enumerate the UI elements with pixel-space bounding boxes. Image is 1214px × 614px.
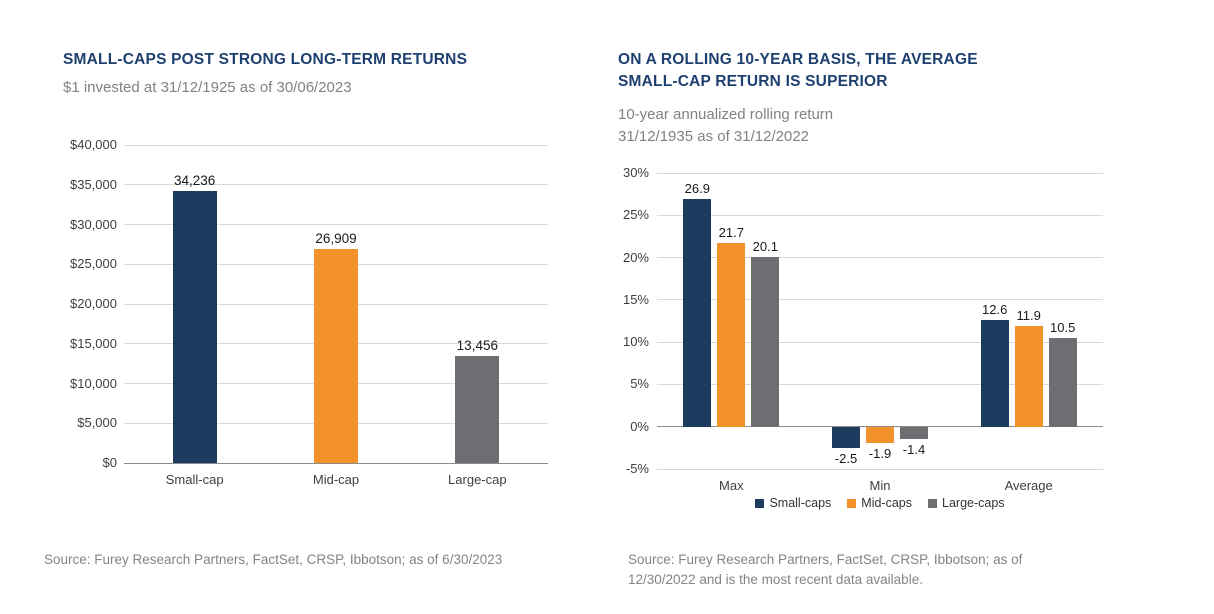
y-tick-label: $20,000: [70, 296, 117, 311]
bar-value-label: -2.5: [834, 450, 858, 466]
y-tick-label: $10,000: [70, 375, 117, 391]
y-tick-label: 10%: [622, 334, 649, 350]
gridline: [657, 383, 1103, 385]
gridline: [657, 214, 1103, 216]
bar: [832, 426, 860, 448]
y-tick-label: 15%: [622, 291, 649, 307]
category-label: Min: [869, 478, 891, 493]
bar: [314, 249, 358, 463]
legend-item: Large-caps: [928, 496, 1005, 510]
category-label: Max: [719, 478, 744, 493]
gridline: [124, 224, 548, 225]
x-axis-zero-line: [124, 462, 548, 464]
bar: [751, 256, 780, 427]
bar-value-label: 11.9: [1016, 308, 1041, 324]
bar: [717, 243, 746, 427]
bar-value-label: 26,909: [315, 231, 357, 247]
right-chart-source-line-2: 12/30/2022 and is the most recent data a…: [628, 571, 923, 587]
bar-value-label: 10.5: [1050, 319, 1076, 335]
bar: [866, 426, 894, 443]
bar-value-label: -1.9: [868, 445, 892, 461]
category-label: Large-cap: [448, 472, 507, 487]
legend-swatch-mid-caps: [847, 498, 857, 508]
right-chart-subtitle: 10-year annualized rolling return 31/12/…: [618, 104, 833, 147]
bar: [683, 199, 712, 427]
gridline: [657, 299, 1103, 301]
bar: [172, 190, 217, 463]
y-tick-label: 0%: [630, 418, 649, 434]
category-label: Average: [1004, 478, 1053, 493]
gridline: [657, 468, 1103, 470]
left-chart-subtitle: $1 invested at 31/12/1925 as of 30/06/20…: [63, 79, 352, 96]
category-label: Small-cap: [165, 472, 224, 487]
bar-value-label: 13,456: [456, 338, 498, 354]
bar: [455, 356, 500, 463]
legend: Small-caps Mid-caps Large-caps: [657, 496, 1103, 510]
bar: [980, 320, 1009, 427]
y-tick-label: 20%: [622, 249, 649, 265]
bar-value-label: 26.9: [684, 181, 710, 197]
y-tick-label: 25%: [622, 207, 649, 223]
right-chart-source-line-1: Source: Furey Research Partners, FactSet…: [628, 552, 1023, 567]
legend-swatch-small-caps: [755, 498, 765, 508]
gridline: [124, 144, 548, 146]
legend-swatch-large-caps: [928, 498, 937, 508]
y-tick-label: $30,000: [70, 216, 117, 232]
bar: [1014, 326, 1043, 427]
bar-value-label: 12.6: [982, 302, 1008, 318]
left-chart-title-line: SMALL-CAPS POST STRONG LONG-TERM RETURNS: [63, 51, 468, 68]
right-chart-title: ON A ROLLING 10-YEAR BASIS, THE AVERAGE …: [618, 49, 978, 93]
bar: [1048, 337, 1077, 427]
bar: [900, 426, 928, 439]
gridline: [657, 341, 1103, 343]
right-chart-subtitle-line-1: 10-year annualized rolling return: [618, 106, 834, 123]
y-tick-label: $40,000: [70, 137, 117, 152]
right-chart-source: Source: Furey Research Partners, FactSet…: [628, 550, 1118, 589]
gridline: [657, 257, 1103, 259]
gridline: [124, 184, 548, 186]
right-chart-subtitle-line-2: 31/12/1935 as of 31/12/2022: [618, 127, 810, 145]
legend-label: Mid-caps: [861, 496, 912, 510]
left-chart-title: SMALL-CAPS POST STRONG LONG-TERM RETURNS: [63, 51, 467, 69]
right-chart-title-line-1: ON A ROLLING 10-YEAR BASIS, THE AVERAGE: [618, 51, 978, 68]
y-tick-label: $35,000: [70, 176, 117, 192]
y-tick-label: 5%: [630, 376, 649, 392]
bar-value-label: 20.1: [752, 238, 778, 254]
gridline: [657, 172, 1103, 174]
legend-label: Large-caps: [942, 496, 1005, 510]
category-label: Mid-cap: [312, 472, 360, 487]
y-tick-label: $0: [102, 455, 117, 470]
y-tick-label: -5%: [625, 461, 649, 476]
bar-value-label: 34,236: [174, 172, 216, 188]
legend-item: Small-caps: [755, 496, 831, 510]
bar-value-label: -1.4: [902, 441, 926, 457]
bar-value-label: 21.7: [718, 225, 744, 241]
legend-item: Mid-caps: [847, 496, 912, 510]
right-chart-plot: -5% 0% 5% 10% 15% 20% 25% 30% Max 26.9 21.7 20.1 Min…: [623, 165, 1103, 493]
left-chart-plot: $0 $5,000 $10,000 $15,000 $20,000 $25,000 $30,…: [70, 137, 548, 487]
legend-label: Small-caps: [769, 496, 832, 510]
y-tick-label: $5,000: [77, 415, 117, 431]
y-tick-label: $15,000: [70, 335, 117, 351]
y-tick-label: $25,000: [70, 256, 117, 272]
right-chart-title-line-2: SMALL-CAP RETURN IS SUPERIOR: [618, 73, 888, 90]
left-chart-source: Source: Furey Research Partners, FactSet…: [44, 552, 503, 567]
y-tick-label: 30%: [622, 165, 649, 180]
